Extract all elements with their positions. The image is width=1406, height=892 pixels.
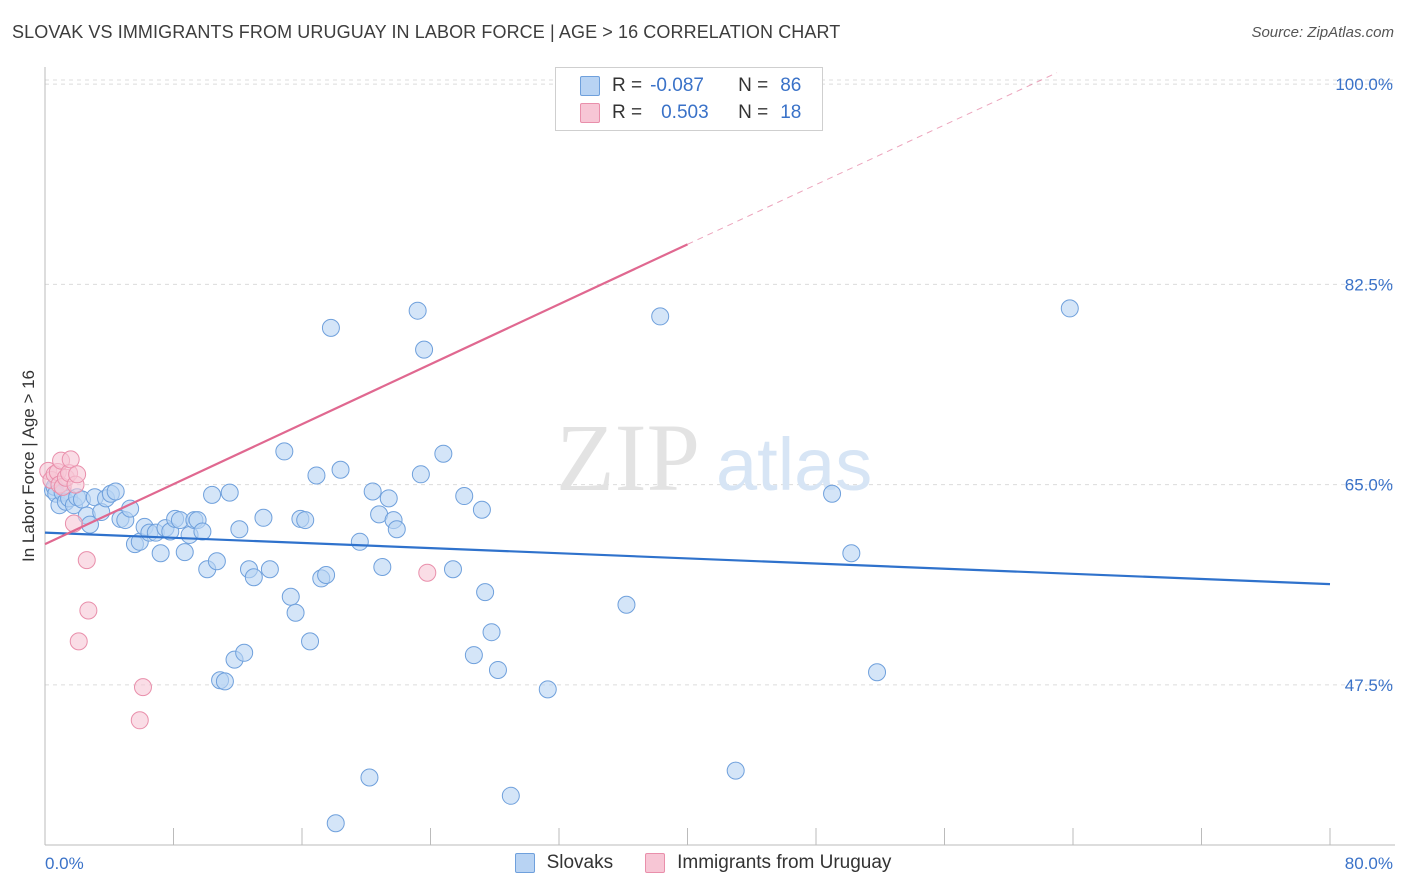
watermark: ZIP atlas	[556, 404, 872, 511]
point-slovaks	[408, 301, 427, 320]
point-slovaks	[203, 485, 222, 504]
legend-row-uruguay: R = 0.503 N = 18	[580, 101, 801, 125]
legend-r-label: R =	[612, 102, 643, 123]
point-uruguay	[68, 465, 87, 484]
point-slovaks	[235, 643, 254, 662]
point-slovaks	[321, 318, 340, 337]
x-tick-label-end: 80.0%	[1345, 854, 1393, 873]
point-slovaks	[317, 565, 336, 584]
watermark-zip: ZIP	[556, 404, 700, 511]
point-slovaks	[472, 500, 491, 519]
y-tick-label: 65.0%	[1345, 476, 1393, 495]
point-uruguay	[418, 563, 437, 582]
legend-n-label: N =	[738, 75, 769, 96]
point-uruguay	[77, 551, 96, 570]
legend-row-slovaks: R = -0.087 N = 86	[580, 74, 801, 98]
point-slovaks	[151, 544, 170, 563]
point-slovaks	[244, 568, 263, 587]
point-slovaks	[260, 560, 279, 579]
stats-legend: R = -0.087 N = 86 R = 0.503 N = 18	[555, 67, 823, 131]
point-slovaks	[275, 442, 294, 461]
point-uruguay	[69, 632, 88, 651]
point-slovaks	[360, 768, 379, 787]
watermark-atlas: atlas	[716, 423, 872, 506]
point-slovaks	[363, 482, 382, 501]
point-slovaks	[482, 623, 501, 642]
point-slovaks	[379, 489, 398, 508]
point-slovaks	[301, 632, 320, 651]
legend-label-slovaks: Slovaks	[546, 852, 614, 873]
x-tick-label-start: 0.0%	[45, 854, 84, 873]
legend-item-uruguay[interactable]: Immigrants from Uruguay	[645, 852, 891, 874]
point-slovaks	[387, 520, 406, 539]
y-tick-label: 47.5%	[1345, 676, 1393, 695]
point-uruguay	[79, 601, 98, 620]
legend-r-value: -0.087	[650, 75, 704, 96]
point-slovaks	[281, 587, 300, 606]
point-slovaks	[326, 814, 345, 833]
point-slovaks	[215, 672, 234, 691]
legend-swatch-pink	[645, 853, 666, 873]
legend-n-value: 18	[780, 102, 802, 123]
point-slovaks	[842, 544, 861, 563]
point-slovaks	[106, 482, 125, 501]
point-slovaks	[411, 465, 430, 484]
point-slovaks	[476, 583, 495, 602]
point-slovaks	[415, 340, 434, 359]
point-slovaks	[1060, 299, 1079, 318]
point-slovaks	[464, 646, 483, 665]
y-tick-label: 82.5%	[1345, 275, 1393, 294]
point-slovaks	[331, 460, 350, 479]
y-axis-title: In Labor Force | Age > 16	[19, 370, 38, 562]
axis-labels: 47.5% 65.0% 82.5% 100.0% 0.0% 80.0% In Labor F…	[19, 75, 1393, 873]
point-slovaks	[726, 761, 745, 780]
trend-line-slovaks	[44, 531, 1331, 586]
legend-swatch-blue	[514, 853, 535, 873]
point-slovaks	[220, 483, 239, 502]
gridlines	[45, 79, 1395, 686]
point-slovaks	[373, 557, 392, 576]
series-legend: Slovaks Immigrants from Uruguay	[0, 852, 1406, 874]
legend-label-uruguay: Immigrants from Uruguay	[677, 852, 892, 873]
point-slovaks	[501, 786, 520, 805]
point-slovaks	[175, 543, 194, 562]
chart-title: SLOVAK VS IMMIGRANTS FROM URUGUAY IN LAB…	[12, 22, 841, 42]
point-slovaks	[868, 663, 887, 682]
point-slovaks	[207, 552, 226, 571]
point-slovaks	[350, 532, 369, 551]
point-slovaks	[307, 466, 326, 485]
point-slovaks	[488, 660, 507, 679]
point-slovaks	[296, 511, 315, 530]
y-tick-label: 100.0%	[1335, 75, 1393, 94]
point-uruguay	[133, 678, 152, 697]
source-label: Source: ZipAtlas.com	[1251, 24, 1394, 41]
legend-n-label: N =	[738, 102, 769, 123]
legend-n-value: 86	[780, 75, 802, 96]
point-slovaks	[193, 522, 212, 541]
point-slovaks	[254, 508, 273, 527]
legend-r-label: R =	[612, 75, 643, 96]
legend-r-value: 0.503	[661, 102, 709, 123]
legend-swatch-pink	[580, 103, 600, 123]
point-slovaks	[651, 307, 670, 326]
point-slovaks	[230, 520, 249, 539]
point-slovaks	[434, 444, 453, 463]
point-slovaks	[617, 595, 636, 614]
point-slovaks	[455, 487, 474, 506]
point-slovaks	[823, 484, 842, 503]
point-uruguay	[130, 711, 149, 730]
legend-item-slovaks[interactable]: Slovaks	[514, 852, 614, 874]
axes	[44, 67, 1395, 846]
trend-line-uruguay-extension	[687, 72, 1058, 245]
point-uruguay	[61, 450, 80, 469]
trend-lines	[44, 72, 1331, 586]
point-slovaks	[286, 603, 305, 622]
legend-swatch-blue	[580, 76, 600, 96]
point-slovaks	[443, 560, 462, 579]
trend-line-uruguay	[44, 243, 688, 546]
data-points	[39, 299, 1079, 833]
point-slovaks	[538, 680, 557, 699]
